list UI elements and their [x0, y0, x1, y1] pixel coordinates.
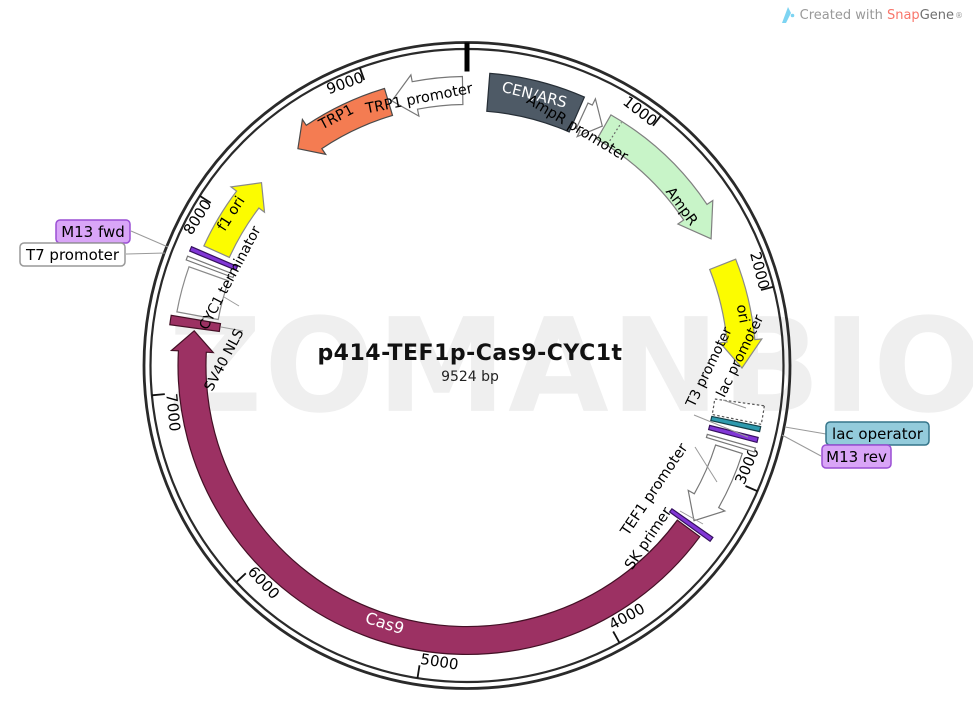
credit-brand-gene: Gene: [919, 8, 954, 23]
feature-cyc1-terminator[interactable]: [176, 266, 230, 321]
feature-trp1[interactable]: [297, 87, 394, 156]
feature-lac-operator[interactable]: [710, 415, 762, 433]
watermark: ZOMANBIO: [168, 289, 973, 442]
callout-tef1-promoter: [694, 446, 718, 483]
feature-sk-primer[interactable]: [668, 507, 714, 543]
feature-t3-promoter[interactable]: [705, 433, 757, 453]
tick-7000: [151, 393, 165, 397]
feature-m13-fwd[interactable]: [188, 245, 239, 271]
sv40-nls-label[interactable]: SV40 NLS: [201, 326, 247, 394]
feature-ampr-divider: [606, 122, 623, 145]
callout-cyc1-terminator: [223, 296, 240, 307]
tick-5000: [416, 665, 421, 679]
feature-ori[interactable]: [708, 258, 764, 369]
tick-label-8000: 8000: [180, 196, 216, 238]
tick-8000: [199, 195, 212, 204]
m13-fwd-tag-text[interactable]: M13 fwd: [61, 223, 125, 241]
callout-lac-operator: [784, 426, 827, 435]
feature-m13-rev[interactable]: [707, 424, 759, 444]
t7-promoter-tag[interactable]: [19, 242, 126, 267]
m13-rev-tag[interactable]: [821, 444, 892, 469]
feature-ampr-promoter[interactable]: [575, 97, 604, 138]
lac-operator-tag-text[interactable]: lac operator: [832, 425, 924, 443]
backbone-outer-circle: [142, 41, 792, 690]
callout-sv40-nls: [220, 326, 244, 332]
tick-label-5000: 5000: [419, 650, 460, 674]
feature-t7-promoter[interactable]: [185, 255, 235, 279]
tick-2000: [760, 285, 774, 291]
t7-promoter-tag-text[interactable]: T7 promoter: [25, 246, 120, 264]
m13-rev-tag-text[interactable]: M13 rev: [826, 448, 887, 466]
feature-f1-ori[interactable]: [203, 182, 266, 259]
tick-4000: [612, 631, 621, 644]
feature-tef1-promoter[interactable]: [687, 444, 744, 522]
callout-t3-promoter: [693, 414, 749, 438]
callout-m13-fwd: [130, 230, 169, 248]
credit-brand-snap: Snap: [886, 8, 920, 23]
ori-label[interactable]: ori: [733, 303, 752, 324]
tick-9000: [358, 67, 366, 81]
tick-6000: [235, 572, 247, 583]
tick-label-7000: 7000: [162, 393, 184, 433]
callout-m13-rev: [781, 434, 822, 457]
callout-sk-primer: [679, 510, 704, 525]
feature-ampr[interactable]: [596, 114, 714, 240]
feature-lac-promoter[interactable]: [711, 398, 765, 426]
callout-t7-promoter: [125, 252, 166, 255]
credit-registered-mark: ®: [955, 11, 963, 20]
tick-1000: [652, 114, 662, 127]
tick-label-2000: 2000: [746, 250, 773, 291]
feature-trp1-promoter[interactable]: [391, 73, 464, 118]
backbone-inner-circle: [149, 47, 785, 684]
snapgene-credit: Created with Snap Gene ®: [781, 7, 963, 24]
tick-3000: [745, 485, 758, 493]
feature-cen-ars[interactable]: [486, 72, 586, 133]
callout-lac-promoter: [722, 399, 747, 409]
credit-text: Created with: [799, 8, 887, 23]
snapgene-logo-icon: [781, 7, 794, 23]
feature-sv40-nls[interactable]: [169, 314, 222, 333]
feature-cas9[interactable]: [169, 329, 701, 655]
